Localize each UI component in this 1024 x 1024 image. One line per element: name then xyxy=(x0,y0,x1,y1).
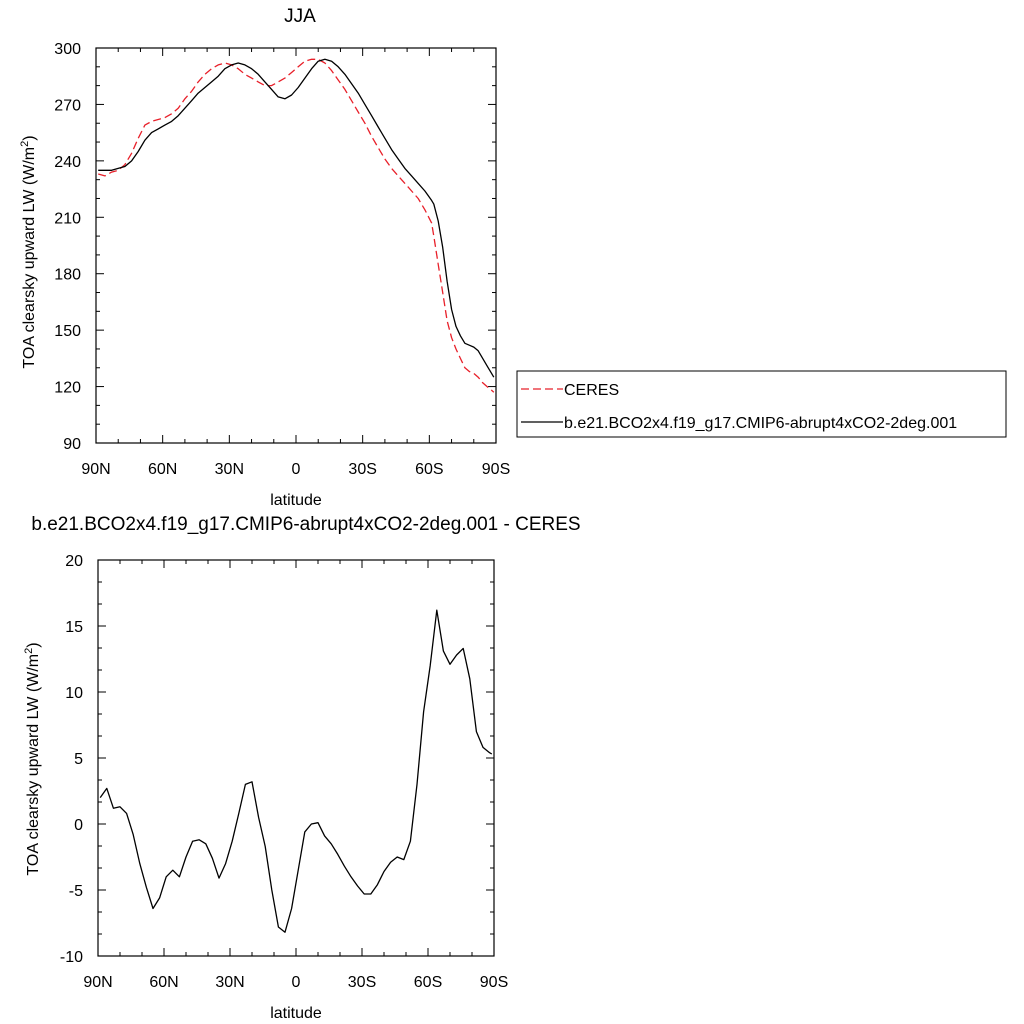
chart-jja-series xyxy=(98,58,495,393)
chart-difference-y-tick-label: 0 xyxy=(74,817,83,834)
chart-jja-y-tick-label: 180 xyxy=(54,267,81,284)
chart-difference-y-tick-label: 5 xyxy=(74,751,83,768)
chart-difference-xlabel: latitude xyxy=(270,1005,322,1022)
chart-jja-series-0-line xyxy=(98,58,495,393)
chart-difference-x-tick-label: 60N xyxy=(149,974,178,991)
chart-difference-y-tick-label: -5 xyxy=(69,883,83,900)
chart-jja-y-tick-label: 270 xyxy=(54,97,81,114)
chart-difference-x-tick-label: 30N xyxy=(215,974,244,991)
chart-difference-y-tick-label: 10 xyxy=(65,685,83,702)
chart-jja-xlabel: latitude xyxy=(270,492,322,509)
chart-difference-x-tick-label: 60S xyxy=(414,974,442,991)
chart-difference: b.e21.BCO2x4.f19_g17.CMIP6-abrupt4xCO2-2… xyxy=(23,514,581,1022)
chart-jja-y-tick-label: 240 xyxy=(54,154,81,171)
legend-model-label: b.e21.BCO2x4.f19_g17.CMIP6-abrupt4xCO2-2… xyxy=(564,415,957,432)
chart-jja: JJA TOA clearsky upward LW (W/m2) latitu… xyxy=(19,6,510,509)
chart-difference-axes: 90N 60N 30N 0 30S 60S 90S -10 -5 0 5 10 15 20 xyxy=(60,553,508,991)
chart-difference-frame xyxy=(97,559,495,957)
chart-difference-x-tick-label: 30S xyxy=(348,974,376,991)
chart-difference-series-0-line xyxy=(99,609,493,933)
chart-difference-series xyxy=(99,609,493,933)
chart-jja-title: JJA xyxy=(284,6,316,27)
chart-jja-axes: 90N 60N 30N 0 30S 60S 90S 90 120 150 180 210 240 270 3… xyxy=(54,41,510,478)
legend-ceres-label: CERES xyxy=(564,382,619,399)
chart-difference-y-tick-label: 15 xyxy=(65,619,83,636)
chart-difference-y-tick-label: -10 xyxy=(60,949,83,966)
chart-jja-x-tick-label: 90S xyxy=(482,461,510,478)
chart-jja-x-tick-label: 60S xyxy=(415,461,443,478)
chart-jja-y-tick-label: 210 xyxy=(54,210,81,227)
chart-jja-frame xyxy=(95,47,497,444)
chart-difference-y-tick-label: 20 xyxy=(65,553,83,570)
chart-difference-ylabel: TOA clearsky upward LW (W/m2) xyxy=(23,642,42,875)
chart-jja-x-tick-label: 30N xyxy=(215,461,244,478)
chart-jja-ylabel: TOA clearsky upward LW (W/m2) xyxy=(19,135,38,368)
chart-jja-x-tick-label: 0 xyxy=(292,461,301,478)
chart-jja-series-1-line xyxy=(98,58,495,378)
chart-jja-x-tick-label: 30S xyxy=(348,461,376,478)
legend: CERES b.e21.BCO2x4.f19_g17.CMIP6-abrupt4… xyxy=(516,370,1007,438)
chart-jja-y-tick-label: 120 xyxy=(54,380,81,397)
chart-jja-y-tick-label: 90 xyxy=(63,436,81,453)
chart-difference-x-tick-label: 90S xyxy=(480,974,508,991)
chart-difference-title: b.e21.BCO2x4.f19_g17.CMIP6-abrupt4xCO2-2… xyxy=(31,514,580,535)
chart-jja-x-tick-label: 60N xyxy=(148,461,177,478)
chart-jja-x-tick-label: 90N xyxy=(81,461,110,478)
chart-difference-x-tick-label: 0 xyxy=(292,974,301,991)
chart-jja-y-tick-label: 150 xyxy=(54,323,81,340)
legend-box xyxy=(516,370,1007,438)
chart-jja-y-tick-label: 300 xyxy=(54,41,81,58)
chart-difference-x-tick-label: 90N xyxy=(83,974,112,991)
